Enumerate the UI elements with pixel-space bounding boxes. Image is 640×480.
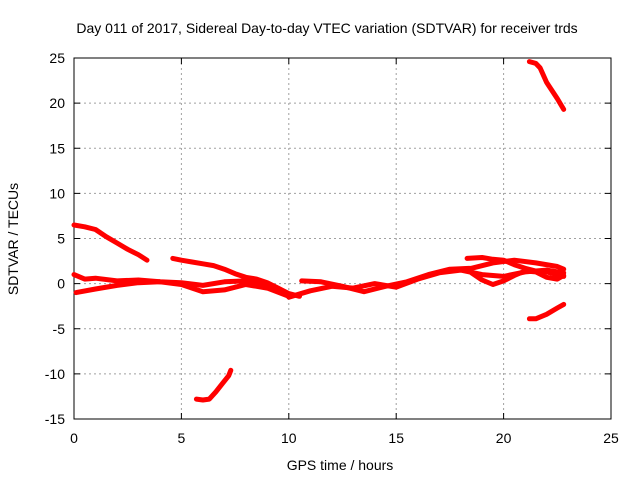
- x-axis-label: GPS time / hours: [287, 457, 394, 473]
- series-line-arc-8: [468, 268, 567, 287]
- y-tick-label: 15: [49, 140, 65, 156]
- y-tick-label: -5: [53, 321, 66, 337]
- series-line-arc-7: [464, 255, 567, 279]
- y-tick-label: 10: [49, 185, 65, 201]
- series-line-arc-1: [71, 222, 150, 263]
- y-tick-label: 20: [49, 95, 65, 111]
- series-line-arc-3: [73, 279, 292, 299]
- data-series: [71, 59, 567, 403]
- x-tick-label: 5: [178, 430, 186, 446]
- chart-title: Day 011 of 2017, Sidereal Day-to-day VTE…: [76, 20, 577, 36]
- gridlines: [74, 58, 611, 419]
- series-line-arc-6: [299, 257, 567, 295]
- y-tick-label: 25: [49, 50, 65, 66]
- series-line-arc-9: [193, 367, 234, 403]
- x-tick-label: 0: [70, 430, 78, 446]
- series-line-arc-4: [170, 255, 302, 299]
- series-line-arc-10: [526, 301, 567, 322]
- x-tick-label: 10: [281, 430, 297, 446]
- y-tick-label: -10: [45, 366, 65, 382]
- y-tick-label: -15: [45, 411, 65, 427]
- series-line-arc-11: [526, 59, 567, 112]
- y-axis-label: SDTVAR / TECUs: [5, 183, 21, 295]
- x-tick-label: 20: [496, 430, 512, 446]
- x-tick-label: 25: [603, 430, 619, 446]
- x-tick-label: 15: [388, 430, 404, 446]
- y-tick-label: 0: [57, 276, 65, 292]
- y-tick-label: 5: [57, 231, 65, 247]
- axis-ticks: 0 5 10 15 20 25 -15 -10 -5 0 5 10 15 20 25: [45, 50, 619, 446]
